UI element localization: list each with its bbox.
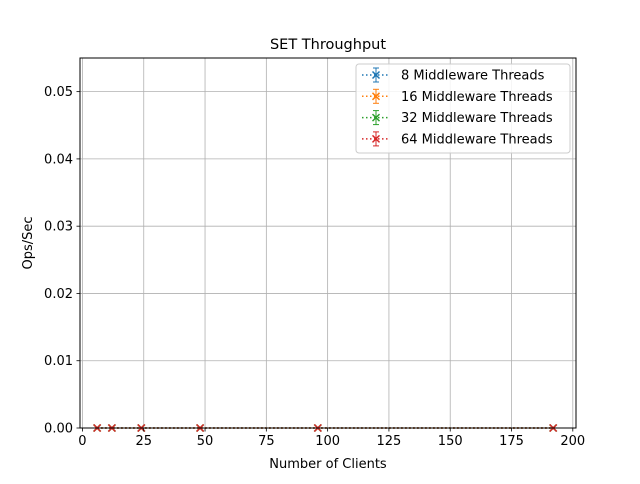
legend: 8 Middleware Threads 16 Middleware Thread… [355, 63, 571, 154]
y-tick-label: 0.00 [44, 422, 73, 437]
legend-item: 8 Middleware Threads [362, 67, 545, 84]
x-axis-label: Number of Clients [269, 457, 387, 472]
legend-marker-stroke-b [371, 134, 381, 143]
x-tick-label: 0 [78, 434, 86, 449]
y-tick-label: 0.01 [44, 354, 73, 369]
legend-label: 32 Middleware Threads [401, 111, 553, 126]
y-tick-label: 0.02 [44, 287, 73, 302]
chart-title: SET Throughput [270, 37, 386, 53]
x-tick-label: 100 [315, 434, 340, 449]
y-tick-label: 0.04 [44, 152, 73, 167]
legend-marker [371, 134, 381, 143]
legend-marker-stroke-b [371, 113, 381, 122]
y-axis-label: Ops/Sec [21, 216, 36, 269]
x-tick-label: 25 [135, 434, 152, 449]
legend-marker [371, 92, 381, 101]
x-tick-label: 175 [499, 434, 524, 449]
x-tick-label: 50 [197, 434, 214, 449]
ticks: 0 25 50 75 100 125 150 175 200 0.00 0.01 0.02 0.03 0.… [44, 85, 585, 449]
legend-marker-stroke-b [371, 92, 381, 101]
legend-label: 16 Middleware Threads [401, 90, 553, 105]
x-tick-label: 75 [258, 434, 275, 449]
legend-label: 8 Middleware Threads [401, 69, 545, 84]
legend-item: 64 Middleware Threads [362, 131, 553, 147]
y-tick-label: 0.05 [44, 85, 73, 100]
x-tick-label: 150 [438, 434, 463, 449]
legend-marker [371, 70, 381, 80]
x-tick-label: 200 [560, 434, 585, 449]
legend-marker-stroke-b [371, 70, 381, 80]
legend-item: 16 Middleware Threads [362, 88, 553, 105]
legend-marker [371, 113, 381, 122]
legend-item: 32 Middleware Threads [362, 110, 553, 126]
legend-box [355, 63, 571, 154]
y-tick-label: 0.03 [44, 220, 73, 235]
legend-label: 64 Middleware Threads [401, 132, 553, 147]
x-tick-label: 125 [377, 434, 402, 449]
